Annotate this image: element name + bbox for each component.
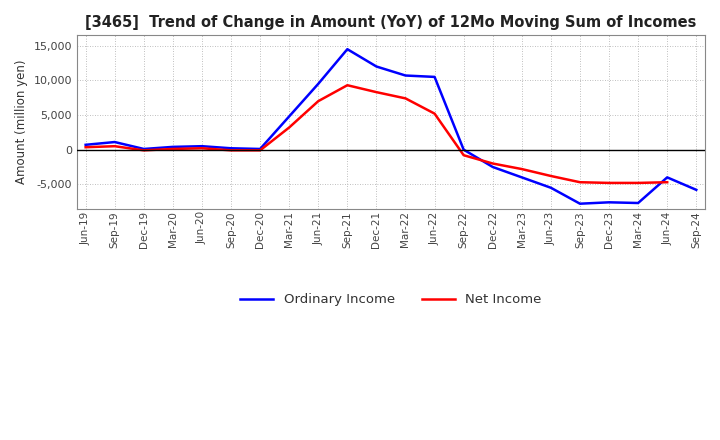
Net Income <box>81 145 90 150</box>
Ordinary Income <box>576 201 585 206</box>
Net Income <box>285 125 294 130</box>
Net Income <box>168 147 177 152</box>
Ordinary Income <box>110 139 119 145</box>
Net Income <box>605 180 613 186</box>
Ordinary Income <box>634 200 642 205</box>
Ordinary Income <box>81 142 90 147</box>
Net Income <box>197 146 206 151</box>
Net Income <box>256 148 264 153</box>
Legend: Ordinary Income, Net Income: Ordinary Income, Net Income <box>235 288 546 312</box>
Ordinary Income <box>314 81 323 87</box>
Ordinary Income <box>227 146 235 151</box>
Ordinary Income <box>168 144 177 150</box>
Net Income <box>227 148 235 153</box>
Ordinary Income <box>431 74 439 80</box>
Ordinary Income <box>488 164 497 169</box>
Net Income <box>518 166 526 172</box>
Ordinary Income <box>197 143 206 149</box>
Net Income <box>431 111 439 116</box>
Net Income <box>546 173 555 179</box>
Net Income <box>343 83 351 88</box>
Ordinary Income <box>140 147 148 152</box>
Ordinary Income <box>401 73 410 78</box>
Ordinary Income <box>372 64 381 69</box>
Title: [3465]  Trend of Change in Amount (YoY) of 12Mo Moving Sum of Incomes: [3465] Trend of Change in Amount (YoY) o… <box>85 15 697 30</box>
Ordinary Income <box>663 175 672 180</box>
Ordinary Income <box>343 47 351 52</box>
Ordinary Income <box>256 147 264 152</box>
Net Income <box>140 148 148 153</box>
Net Income <box>576 180 585 185</box>
Net Income <box>372 89 381 95</box>
Line: Ordinary Income: Ordinary Income <box>86 49 696 204</box>
Ordinary Income <box>546 185 555 191</box>
Ordinary Income <box>692 187 701 192</box>
Net Income <box>663 180 672 185</box>
Ordinary Income <box>518 175 526 180</box>
Ordinary Income <box>285 114 294 119</box>
Ordinary Income <box>459 147 468 152</box>
Net Income <box>634 180 642 186</box>
Y-axis label: Amount (million yen): Amount (million yen) <box>15 60 28 184</box>
Net Income <box>459 153 468 158</box>
Net Income <box>314 99 323 104</box>
Ordinary Income <box>605 200 613 205</box>
Net Income <box>110 143 119 149</box>
Net Income <box>401 96 410 101</box>
Line: Net Income: Net Income <box>86 85 667 183</box>
Net Income <box>488 161 497 166</box>
